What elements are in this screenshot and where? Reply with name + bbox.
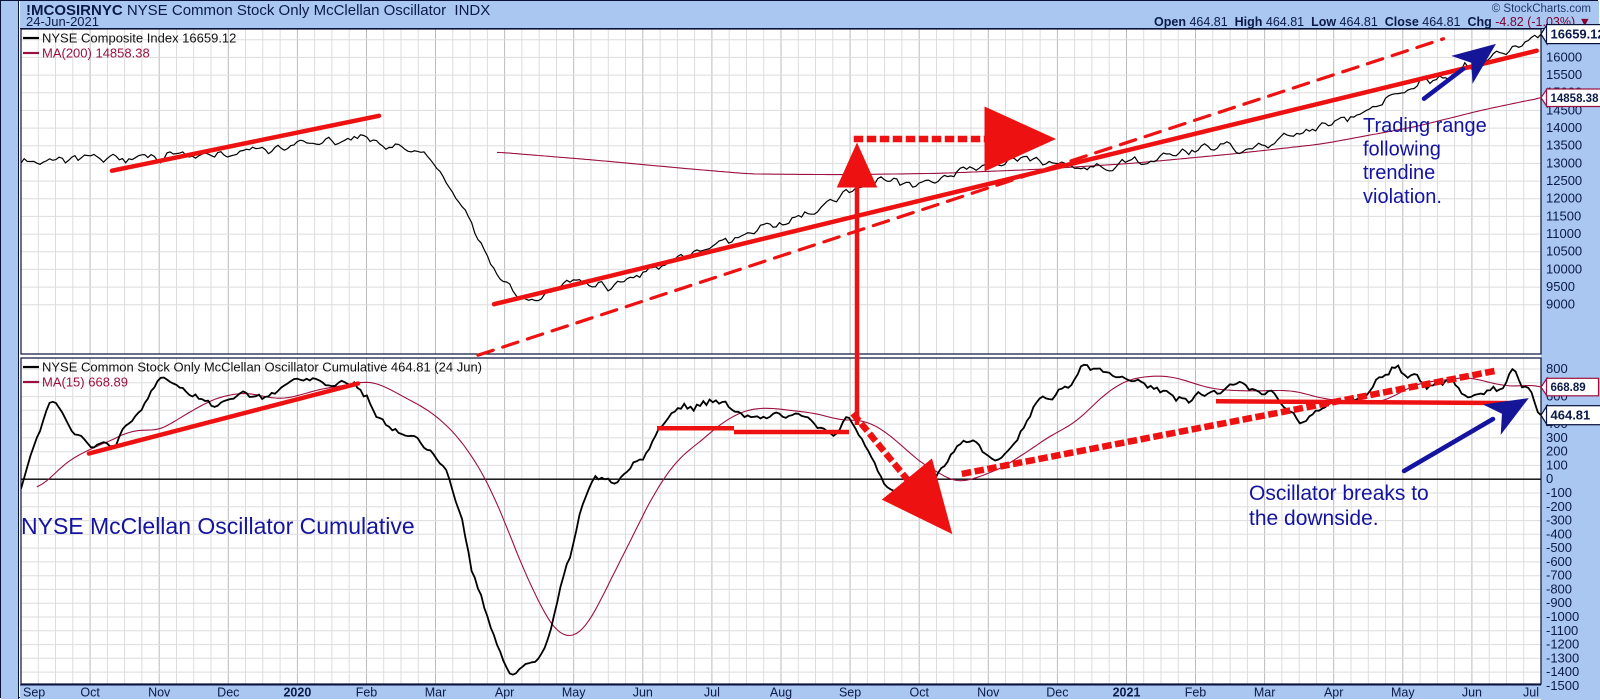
svg-text:2021: 2021 — [1113, 686, 1141, 700]
svg-text:May: May — [1391, 686, 1415, 700]
svg-text:Dec: Dec — [217, 686, 239, 700]
svg-text:Apr: Apr — [1324, 686, 1343, 700]
svg-text:Apr: Apr — [495, 686, 514, 700]
svg-text:Aug: Aug — [770, 686, 792, 700]
svg-text:Jun: Jun — [633, 686, 653, 700]
svg-text:2020: 2020 — [283, 686, 311, 700]
svg-text:Dec: Dec — [1046, 686, 1068, 700]
svg-text:Sep: Sep — [23, 686, 45, 700]
svg-text:Mar: Mar — [425, 686, 447, 700]
svg-text:Sep: Sep — [839, 686, 861, 700]
svg-text:Feb: Feb — [1185, 686, 1207, 700]
svg-text:May: May — [562, 686, 586, 700]
svg-text:Oct: Oct — [80, 686, 100, 700]
svg-text:Jul: Jul — [1523, 686, 1539, 700]
svg-text:Nov: Nov — [977, 686, 1000, 700]
svg-text:Oct: Oct — [909, 686, 929, 700]
svg-text:Jul: Jul — [704, 686, 720, 700]
svg-text:Mar: Mar — [1254, 686, 1276, 700]
svg-text:Feb: Feb — [356, 686, 378, 700]
svg-text:Jun: Jun — [1462, 686, 1482, 700]
svg-text:Nov: Nov — [148, 686, 171, 700]
